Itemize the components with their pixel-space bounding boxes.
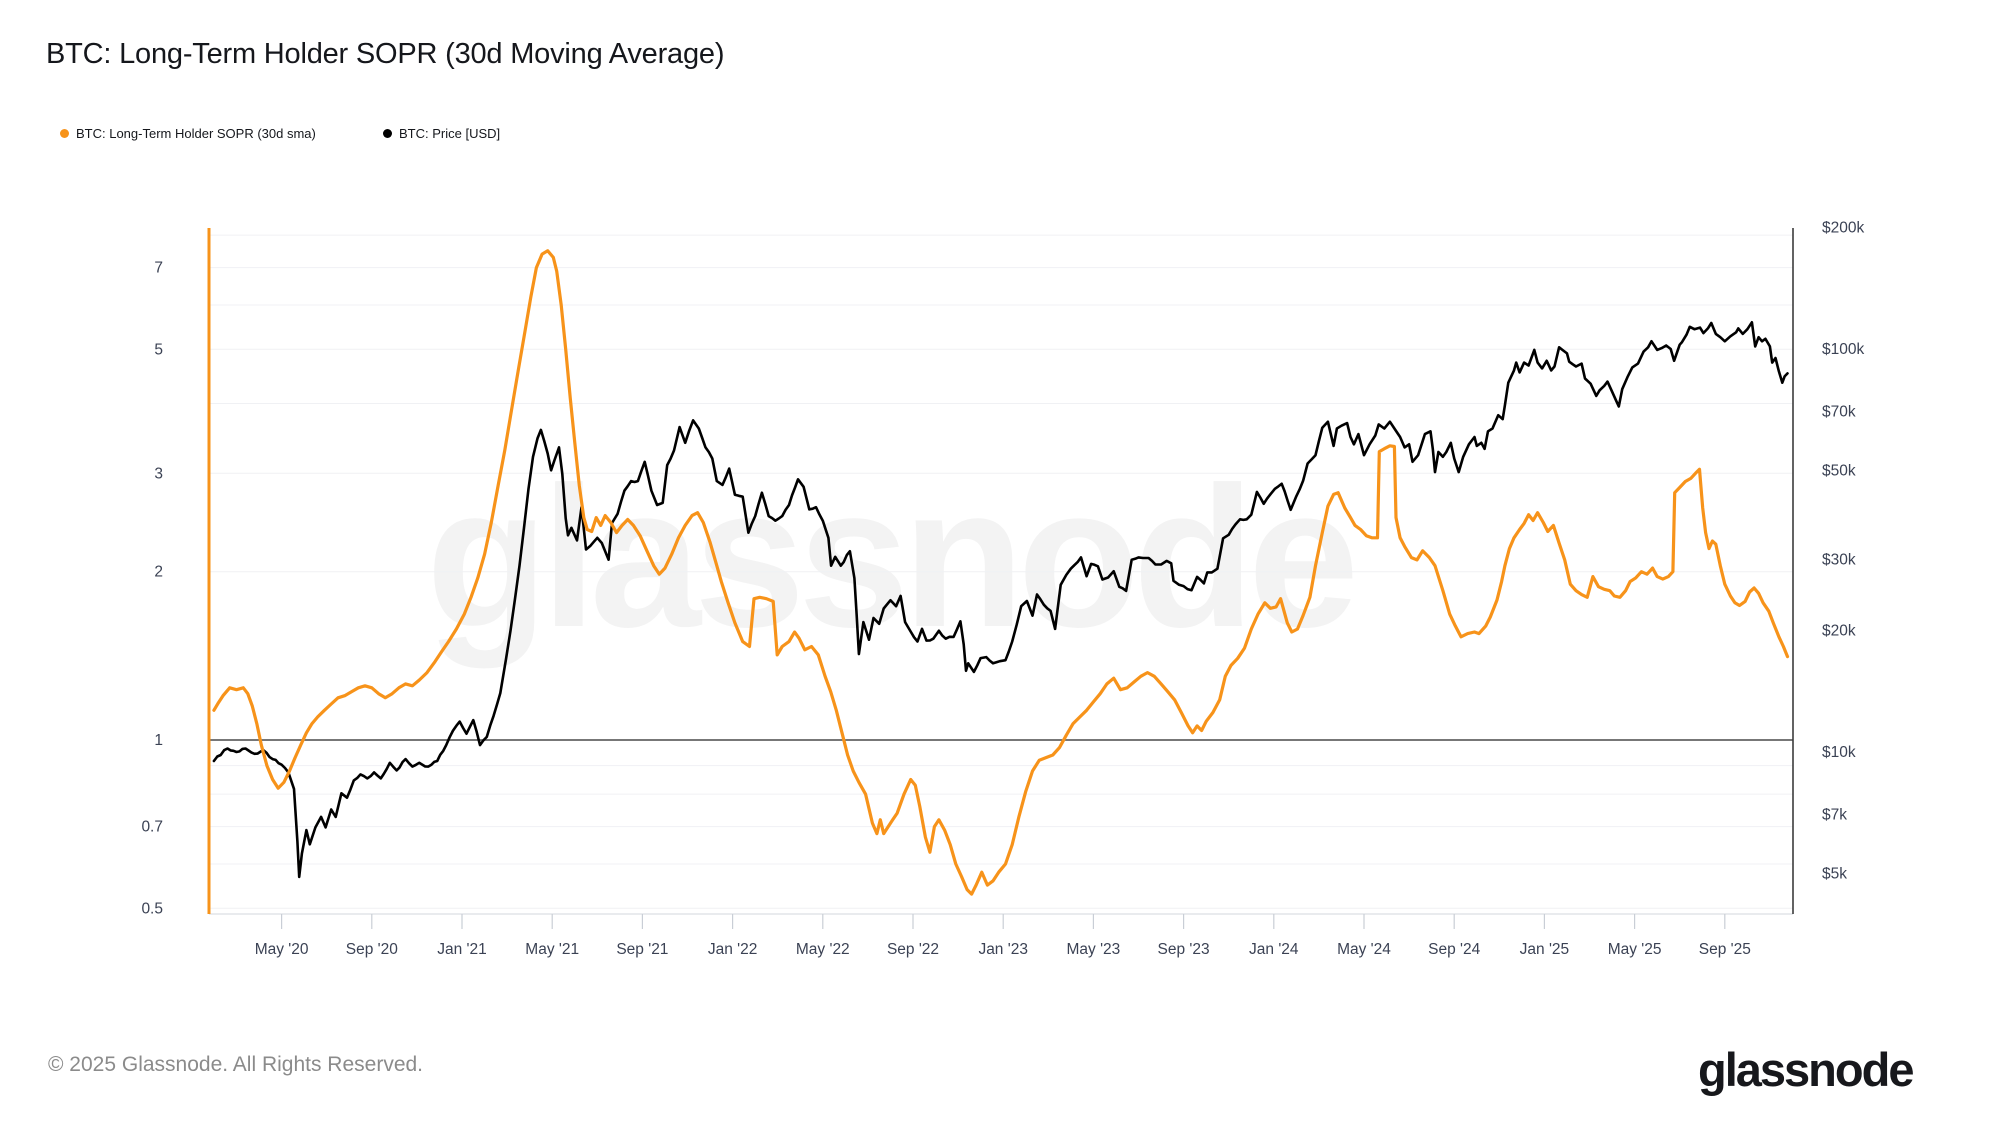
x-tick-label: Jan '24 bbox=[1249, 941, 1299, 958]
price-line bbox=[212, 321, 1789, 879]
left-axis-tick-label: 0.7 bbox=[141, 819, 163, 836]
x-tick-label: Jan '22 bbox=[708, 941, 758, 958]
left-axis-tick-label: 3 bbox=[154, 465, 163, 482]
page-title: BTC: Long-Term Holder SOPR (30d Moving A… bbox=[46, 38, 725, 70]
right-axis-tick-label: $20k bbox=[1822, 623, 1856, 640]
right-axis-tick-label: $30k bbox=[1822, 552, 1856, 569]
right-axis-tick-label: $5k bbox=[1822, 865, 1847, 882]
right-axis-tick-label: $50k bbox=[1822, 462, 1856, 479]
x-tick-label: May '21 bbox=[525, 941, 579, 958]
copyright-text: © 2025 Glassnode. All Rights Reserved. bbox=[48, 1053, 424, 1076]
left-axis-tick-label: 7 bbox=[154, 260, 163, 277]
left-axis-tick-label: 1 bbox=[154, 732, 163, 749]
left-axis-tick-label: 5 bbox=[154, 341, 163, 358]
x-tick-label: Jan '25 bbox=[1520, 941, 1570, 958]
legend-item-sopr[interactable]: BTC: Long-Term Holder SOPR (30d sma) bbox=[60, 126, 316, 141]
x-tick-label: Jan '21 bbox=[437, 941, 487, 958]
x-tick-label: Sep '25 bbox=[1699, 941, 1751, 958]
sopr-line bbox=[212, 249, 1790, 896]
legend-item-label: BTC: Price [USD] bbox=[399, 125, 501, 141]
x-tick-label: Sep '20 bbox=[346, 941, 398, 958]
x-tick-label: May '24 bbox=[1337, 941, 1391, 958]
glassnode-logo: glassnode bbox=[1698, 1043, 1914, 1096]
left-axis-tick-label: 2 bbox=[154, 564, 163, 581]
right-axis-tick-label: $70k bbox=[1822, 403, 1856, 420]
right-axis-tick-label: $200k bbox=[1822, 220, 1864, 237]
sopr-series-dot-icon bbox=[60, 128, 69, 138]
right-axis-tick-label: $7k bbox=[1822, 806, 1847, 823]
right-axis-tick-label: $10k bbox=[1822, 744, 1856, 761]
x-tick-label: May '20 bbox=[255, 941, 309, 958]
x-tick-label: Jan '23 bbox=[978, 941, 1028, 958]
chart-legend: BTC: Long-Term Holder SOPR (30d sma) BTC… bbox=[60, 124, 500, 142]
x-tick-label: May '23 bbox=[1067, 941, 1121, 958]
left-axis-tick-label: 0.5 bbox=[141, 900, 163, 917]
x-tick-label: Sep '22 bbox=[887, 941, 939, 958]
x-tick-label: May '22 bbox=[796, 941, 850, 958]
price-series-dot-icon bbox=[383, 128, 392, 138]
right-axis-tick-label: $100k bbox=[1822, 341, 1864, 358]
legend-item-price[interactable]: BTC: Price [USD] bbox=[383, 126, 500, 141]
x-tick-label: Sep '21 bbox=[616, 941, 668, 958]
x-tick-label: May '25 bbox=[1608, 941, 1662, 958]
x-tick-label: Sep '24 bbox=[1428, 941, 1480, 958]
x-tick-label: Sep '23 bbox=[1158, 941, 1210, 958]
legend-item-label: BTC: Long-Term Holder SOPR (30d sma) bbox=[76, 125, 316, 141]
